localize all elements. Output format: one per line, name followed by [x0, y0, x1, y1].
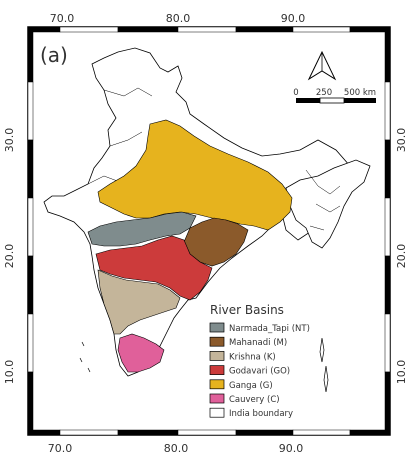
islands: [79, 337, 329, 393]
legend-label: Cauvery (C): [229, 395, 280, 405]
x-tick-top-90: 90.0: [281, 12, 306, 25]
scale-label-250: 250: [316, 88, 332, 98]
cauvery-basin: [117, 333, 165, 373]
legend-label: Krishna (K): [229, 352, 276, 362]
border-segment-top: [59, 26, 119, 33]
border-segment-top: [117, 26, 179, 33]
border-segment-left: [27, 26, 34, 83]
border-segment-right: [384, 139, 391, 199]
border-segment-right: [384, 81, 391, 141]
y-tick-left-10: 10.0: [3, 360, 16, 385]
y-tick-left-30: 30.0: [3, 128, 16, 153]
legend-label: Godavari (GO): [229, 367, 290, 377]
legend-label: Narmada_Tapi (NT): [229, 324, 310, 334]
graticule-border: [27, 26, 391, 436]
north-arrow-icon: [307, 50, 337, 81]
x-tick-labels-top: 70.0 80.0 90.0: [50, 12, 306, 25]
legend-swatch: [209, 351, 225, 361]
legend-swatch: [209, 407, 225, 418]
border-segment-bottom: [292, 429, 351, 436]
legend-swatch: [209, 393, 225, 404]
border-segment-left: [27, 197, 34, 257]
y-tick-labels-right: 30.0 20.0 10.0: [395, 128, 408, 385]
legend-swatch: [209, 336, 225, 347]
x-tick-bottom-80: 80.0: [164, 442, 189, 455]
x-tick-bottom-90: 90.0: [279, 442, 304, 455]
border-segment-right: [384, 26, 391, 83]
x-tick-top-70: 70.0: [50, 12, 75, 25]
legend: River Basins Narmada_Tapi (NT) Mahanadi (…: [209, 303, 310, 419]
legend-title: River Basins: [210, 303, 284, 317]
border-segment-right: [384, 313, 391, 373]
x-tick-bottom-70: 70.0: [48, 442, 73, 455]
legend-swatch: [209, 322, 225, 333]
border-segment-right: [384, 255, 391, 315]
y-tick-left-20: 20.0: [3, 244, 16, 269]
y-tick-right-20: 20.0: [395, 244, 408, 269]
legend-label: India boundary: [229, 409, 293, 419]
border-segment-left: [27, 139, 34, 199]
border-segment-bottom: [117, 429, 179, 436]
border-segment-bottom: [177, 429, 237, 436]
y-tick-right-30: 30.0: [395, 128, 408, 153]
border-segment-left: [27, 255, 34, 315]
border-segment-right: [384, 371, 391, 436]
scale-label-500: 500 km: [344, 88, 376, 98]
godavari-basin: [95, 235, 213, 301]
northeast-region: [285, 159, 371, 249]
x-tick-top-80: 80.0: [166, 12, 191, 25]
y-tick-right-10: 10.0: [395, 360, 408, 385]
legend-swatch: [209, 365, 225, 375]
legend-swatch: [209, 379, 225, 390]
border-segment-left: [27, 81, 34, 141]
scale-label-0: 0: [293, 88, 298, 98]
border-segment-top: [349, 26, 391, 33]
border-segment-top: [177, 26, 237, 33]
border-segment-bottom: [235, 429, 294, 436]
legend-label: Ganga (G): [229, 381, 273, 391]
legend-label: Mahanadi (M): [229, 338, 287, 348]
y-tick-labels-left: 30.0 20.0 10.0: [3, 128, 16, 385]
border-segment-right: [384, 197, 391, 257]
krishna-basin: [97, 269, 181, 335]
state-boundaries: [87, 87, 341, 231]
border-segment-bottom: [349, 429, 391, 436]
border-segment-left: [27, 313, 34, 373]
border-segment-top: [292, 26, 351, 33]
x-tick-labels-bottom: 70.0 80.0 90.0: [48, 442, 304, 455]
panel-label: (a): [40, 43, 68, 67]
border-segment-top: [235, 26, 294, 33]
border-segment-left: [27, 371, 34, 436]
scale-bar: 0 250 500 km: [293, 88, 376, 104]
border-segment-bottom: [59, 429, 119, 436]
